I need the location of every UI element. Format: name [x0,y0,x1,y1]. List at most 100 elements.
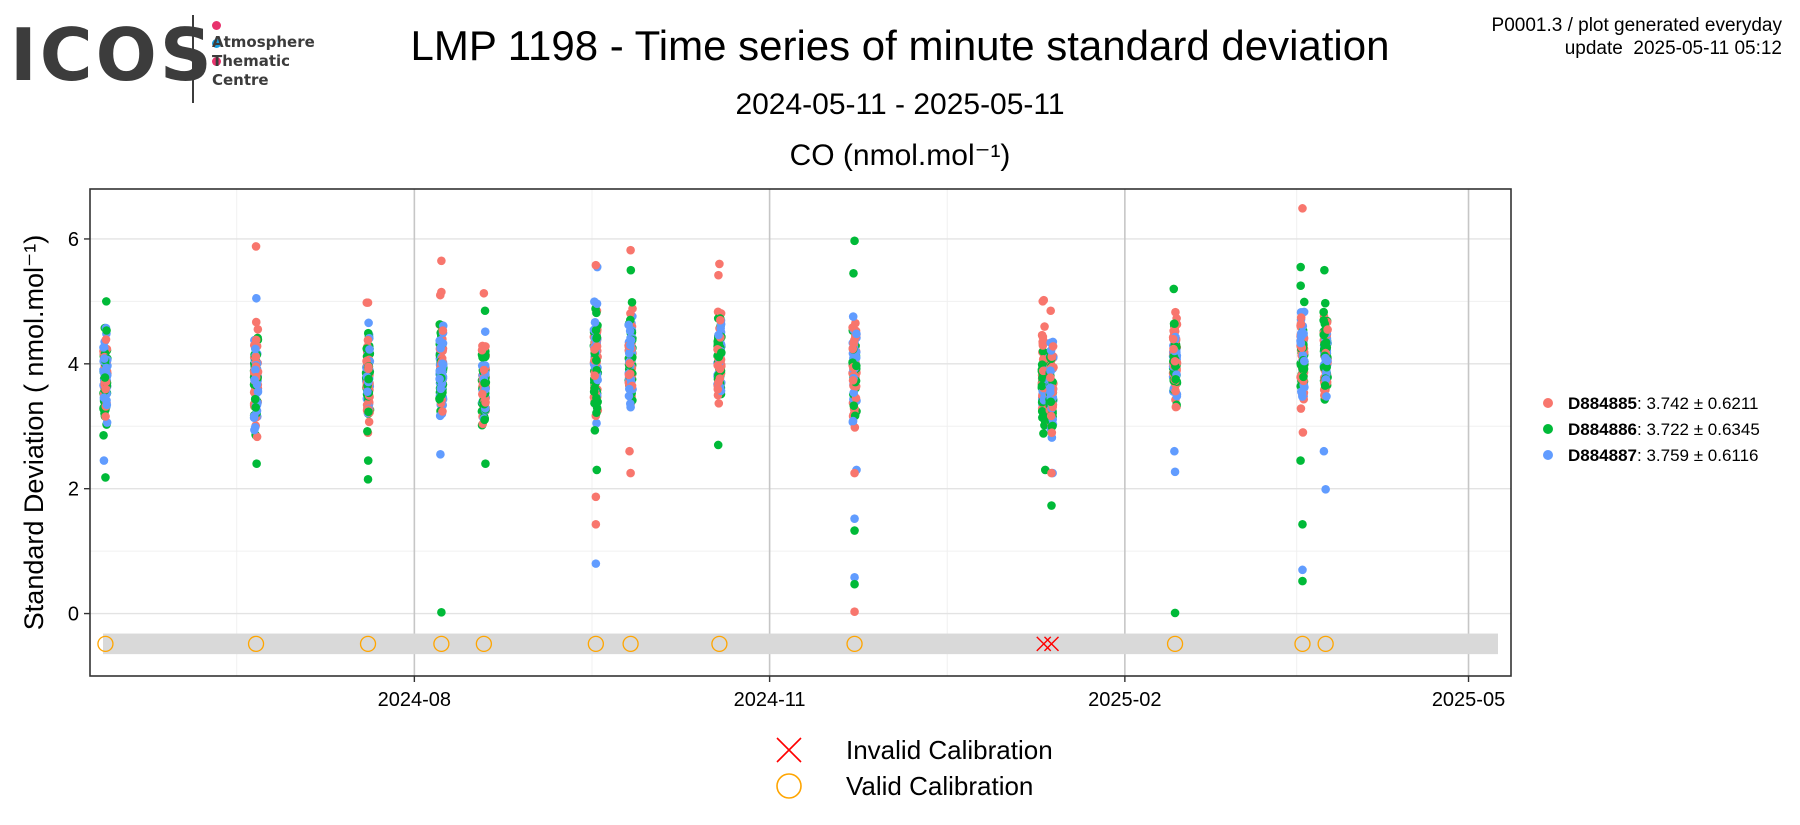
data-point-outlier [363,298,373,307]
data-point [363,426,372,436]
data-point [849,268,858,278]
data-point [101,335,111,344]
data-point [438,407,447,416]
legend-marker [1543,424,1553,434]
data-point-outlier [850,236,859,246]
calibration-legend-label: Valid Calibration [846,771,1033,801]
data-point [713,361,722,370]
valid-calibration-marker [359,635,377,652]
data-point [100,354,109,363]
logo-subtitle-line: Atmosphere [212,33,315,51]
data-point [625,369,635,379]
data-point [1038,373,1047,383]
data-point [590,371,600,380]
legend-label: D884885: 3.742 ± 0.6211 [1568,394,1759,413]
y-tick-label: 2 [68,479,79,501]
data-point-outlier [715,259,724,269]
logo-subtitle: Atmosphere Thematic Centre [212,33,315,90]
data-point [714,399,724,408]
legend-marker [1543,398,1553,408]
data-point [1296,338,1306,348]
data-point [1171,402,1181,412]
data-point [253,387,263,397]
logo-dot [212,21,221,30]
data-point-outlier [479,288,489,298]
calibration-band-layer [103,633,1498,655]
invalid-calibration-marker [1036,636,1052,652]
data-point [99,393,109,402]
data-point [1298,428,1308,437]
data-point [1170,446,1179,456]
legend-series-stats: : 3.722 ± 0.6345 [1637,420,1760,439]
data-point [1038,366,1048,376]
legend-series-name: D884885 [1568,394,1637,413]
logo-separator [192,15,194,103]
data-point [1320,298,1330,308]
data-point [1037,407,1047,416]
y-axis-label: Standard Deviation ( nmol.mol⁻¹) [19,235,49,630]
data-point-outlier [1321,485,1330,494]
y-tick-label: 6 [68,229,79,251]
calibration-legend-label: Invalid Calibration [846,735,1053,765]
data-point [435,366,445,376]
data-point [624,391,634,401]
data-point [100,373,110,382]
data-point [1296,281,1305,291]
data-point [101,412,110,421]
data-point [848,376,858,385]
data-point-outlier [1047,501,1056,510]
data-point [1039,336,1049,346]
legend-series-stats: : 3.759 ± 0.6116 [1637,446,1759,465]
logo-wordmark: ICOS [10,13,215,97]
data-point [716,324,725,333]
data-point [435,374,444,384]
data-point [438,326,448,335]
data-point [852,361,861,371]
data-point [1168,334,1178,344]
valid-calibration-marker [247,635,265,652]
panel-title: CO (nmol.mol⁻¹) [789,139,1011,172]
calibration-legend-marker [776,737,802,763]
calibration-legend-marker [776,773,802,799]
data-point-outlier [437,608,446,617]
logo-dot [212,39,221,48]
data-point-outlier [591,559,601,568]
data-point-outlier [626,468,635,478]
data-point [1296,456,1305,465]
valid-calibration-marker [846,635,863,652]
data-point [481,459,490,469]
data-point [1319,446,1329,456]
data-point [590,383,600,393]
data-point [436,384,446,394]
data-point [627,297,637,307]
data-points-layer [99,204,1332,618]
data-point [1046,306,1055,316]
x-tick-label: 2024-11 [734,689,806,711]
data-point-outlier [1298,519,1307,529]
data-point [1047,352,1057,362]
data-point [102,363,111,373]
data-point [625,446,634,456]
calibration-markers-layer [97,635,1334,652]
legend-series-stats: : 3.742 ± 0.6211 [1637,394,1759,413]
data-point-outlier [591,260,601,270]
data-point [479,365,489,375]
data-point [591,325,601,335]
data-point-outlier [850,573,859,582]
data-point [713,385,723,394]
legend-item: D884887: 3.759 ± 0.6116 [1543,446,1759,465]
valid-calibration-marker [622,635,639,652]
data-point [714,270,723,280]
data-point [99,456,109,465]
data-point-outlier [251,242,261,251]
data-point [1040,322,1049,331]
data-point [626,340,635,350]
data-point-outlier [101,473,110,482]
data-point [363,456,373,465]
data-point [436,450,445,459]
data-point [852,329,861,339]
logo-subtitle-line: Thematic [212,52,291,70]
valid-calibration-marker [475,635,493,652]
